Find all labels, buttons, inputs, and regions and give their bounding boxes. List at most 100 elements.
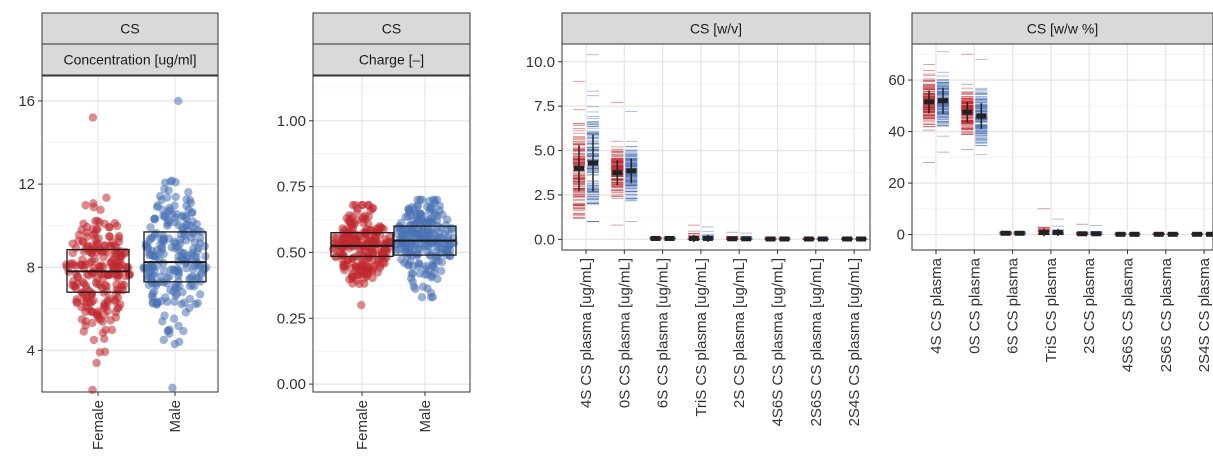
data-point [91, 216, 100, 226]
data-point [81, 201, 90, 210]
data-point [91, 234, 100, 243]
y-tick-label: 0.00 [277, 376, 306, 393]
data-point [171, 243, 180, 253]
data-point [174, 321, 183, 331]
data-point [100, 241, 109, 250]
data-point [160, 184, 169, 194]
panel-3: CS [w/v] 0.0 2.5 5.0 7.5 10.0 4S CS plasma [ug… [526, 12, 871, 426]
data-point [397, 255, 406, 264]
data-point [160, 311, 169, 320]
data-point [116, 300, 125, 309]
mean-marker [1077, 231, 1088, 237]
mean-marker [1014, 230, 1025, 236]
mean-marker [664, 235, 675, 241]
data-point [147, 291, 157, 301]
data-point [428, 228, 437, 237]
mean-marker [626, 168, 637, 174]
x-tick-label: 0S CS plasma [966, 257, 983, 354]
data-point [83, 241, 93, 251]
data-point [444, 232, 453, 241]
data-point [381, 245, 391, 254]
mean-marker [1206, 231, 1213, 237]
y-tick-label: 5.0 [534, 143, 555, 160]
data-point [188, 208, 197, 217]
data-point [79, 296, 88, 306]
data-point [95, 262, 104, 271]
data-point [174, 271, 183, 280]
x-tick-label: 4S6S CS plasma [1120, 257, 1137, 372]
data-point [70, 282, 80, 291]
y-tick-label: 0.25 [277, 310, 306, 327]
data-point [106, 316, 115, 325]
facet-strip-label: CS [w/w %] [1027, 21, 1099, 37]
y-tick-label: 1.00 [277, 113, 306, 130]
x-tick-label: 2S6S CS plasma [1158, 257, 1175, 372]
panel-frame [911, 43, 1213, 251]
data-point [158, 205, 167, 215]
y-tick-label: 0.50 [277, 244, 306, 261]
facet-strip-label: CS [120, 21, 139, 37]
data-point [172, 210, 182, 219]
data-point [428, 293, 438, 302]
data-point [434, 232, 444, 242]
facet-strip [41, 12, 219, 45]
data-point [171, 178, 180, 187]
panel-4: CS [w/w %] 0 20 40 60 4S CS plasma 0S CS plasm… [888, 12, 1213, 372]
data-point [68, 239, 77, 248]
data-point [360, 211, 370, 220]
data-point [385, 232, 395, 242]
data-point [414, 259, 424, 268]
mean-marker [924, 99, 934, 105]
x-tick-label: 0S CS plasma [ug/mL] [616, 258, 633, 408]
data-point [87, 307, 96, 316]
data-point [104, 222, 114, 232]
data-point [90, 228, 100, 237]
data-point [115, 262, 124, 271]
y-tick-label: 7.5 [534, 98, 555, 115]
data-point [196, 233, 205, 243]
data-point [101, 325, 110, 335]
data-point [148, 263, 158, 272]
data-point [159, 231, 168, 241]
data-point [103, 248, 112, 257]
data-point [196, 270, 206, 279]
data-point [369, 237, 379, 246]
data-point [160, 266, 169, 276]
data-point [73, 273, 83, 282]
data-point [171, 192, 180, 202]
data-point [100, 281, 110, 290]
mean-marker [1052, 229, 1063, 235]
data-point [348, 274, 357, 284]
mean-marker [650, 235, 661, 241]
data-point [150, 214, 159, 223]
facet-strip-label: CS [w/v] [690, 21, 742, 37]
mean-marker [1192, 231, 1203, 237]
panel-1: CS Concentration [ug/ml] 4 8 12 16 Female Male [18, 12, 219, 450]
data-point [373, 268, 382, 277]
mean-marker [779, 236, 790, 242]
data-point [95, 348, 105, 357]
data-point [182, 226, 191, 235]
data-point [79, 290, 88, 299]
data-point [185, 303, 194, 313]
data-point [96, 205, 105, 215]
data-point [81, 307, 90, 317]
data-point [348, 224, 358, 233]
data-point [100, 310, 109, 320]
y-tick-label: 12 [18, 176, 35, 193]
data-point [169, 314, 179, 323]
data-point [188, 265, 198, 274]
data-point [412, 209, 421, 218]
data-point [181, 259, 190, 268]
data-point [170, 297, 179, 306]
data-point [159, 335, 168, 345]
data-point [417, 195, 427, 204]
mean-marker [1038, 229, 1049, 235]
data-point [409, 282, 419, 291]
data-point [403, 212, 413, 221]
data-point [88, 318, 97, 328]
data-point [114, 231, 124, 241]
x-tick-label: 2S6S CS plasma [ug/mL] [808, 258, 825, 426]
data-point [98, 317, 107, 326]
data-point [147, 250, 157, 260]
